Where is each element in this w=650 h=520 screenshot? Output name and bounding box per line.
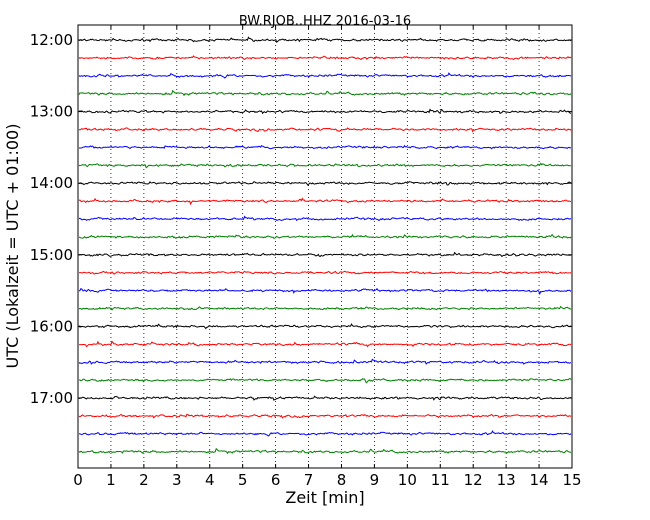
seismogram-trace: [78, 340, 572, 348]
x-tick-label: 8: [337, 471, 347, 489]
seismogram-trace: [78, 323, 572, 330]
x-tick-label: 12: [464, 471, 483, 489]
seismogram-trace: [78, 89, 572, 97]
x-tick-label: 1: [106, 471, 116, 489]
grid-lines: [110, 25, 540, 468]
chart-title: BW.RJOB..HHZ 2016-03-16: [239, 14, 411, 29]
x-tick-label: 10: [398, 471, 417, 489]
x-axis-label: Zeit [min]: [285, 488, 364, 507]
seismogram-trace: [78, 233, 572, 239]
x-tick-label: 2: [139, 471, 149, 489]
y-tick-label: 15:00: [30, 246, 73, 264]
x-tick-label: 13: [497, 471, 516, 489]
seismogram-trace: [78, 162, 572, 169]
seismogram-trace: [78, 358, 572, 365]
seismogram-trace: [78, 181, 572, 187]
y-axis-label: UTC (Lokalzeit = UTC + 01:00): [3, 124, 22, 369]
seismogram-trace: [78, 430, 572, 437]
seismogram-trace: [78, 287, 572, 296]
seismogram-trace: [78, 72, 572, 79]
seismogram-trace: [78, 395, 572, 401]
y-axis: 12:00 13:00 14:00 15:00 16:00 17:00: [30, 31, 572, 407]
x-tick-label: 4: [205, 471, 215, 489]
trace-group: [78, 36, 572, 455]
x-tick-label: 7: [304, 471, 314, 489]
seismogram-trace: [78, 144, 572, 150]
x-tick-label: 5: [238, 471, 248, 489]
seismogram-trace: [78, 127, 572, 133]
x-tick-label: 6: [271, 471, 281, 489]
seismogram-trace: [78, 215, 572, 222]
seismogram-trace: [78, 270, 572, 275]
seismogram-trace: [78, 108, 572, 115]
seismogram-trace: [78, 447, 572, 455]
x-tick-label: 9: [370, 471, 380, 489]
x-tick-label: 15: [562, 471, 581, 489]
x-tick-label: 14: [530, 471, 549, 489]
x-axis: 0 1 2 3 4 5 6 7 8 9 10 11 12 13 14 15: [73, 25, 582, 489]
plot-frame: [77, 24, 573, 469]
seismogram-trace: [78, 55, 572, 61]
x-tick-label: 3: [172, 471, 182, 489]
seismogram-trace: [78, 413, 572, 419]
seismogram-trace: [78, 305, 572, 311]
y-tick-label: 12:00: [30, 31, 73, 49]
x-tick-label: 11: [431, 471, 450, 489]
y-tick-label: 14:00: [30, 174, 73, 192]
y-tick-label: 17:00: [30, 389, 73, 407]
y-tick-label: 13:00: [30, 103, 73, 121]
seismogram-trace: [78, 197, 572, 206]
seismogram-trace: [78, 251, 572, 258]
x-tick-label: 0: [73, 471, 83, 489]
seismogram-trace: [78, 36, 572, 44]
seismogram-trace: [78, 377, 572, 384]
y-tick-label: 16:00: [30, 317, 73, 335]
